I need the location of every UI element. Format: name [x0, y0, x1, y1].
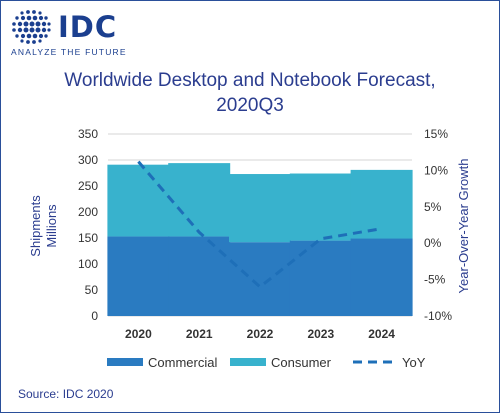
y-right-tick-label: 5%: [424, 200, 442, 214]
y-right-axis-label: Year-Over-Year Growth: [456, 159, 471, 294]
y-left-axis-label-line-2: Millions: [44, 204, 59, 248]
bar-commercial: [289, 240, 352, 316]
bars: [107, 163, 413, 316]
bar-consumer: [229, 174, 291, 243]
legend: Commercial Consumer YoY: [107, 355, 426, 370]
x-tick-label: 2021: [186, 327, 213, 341]
x-tick-label: 2022: [247, 327, 274, 341]
chart-title-line-2: 2020Q3: [216, 95, 284, 116]
bar-commercial: [350, 238, 413, 316]
chart-title-line-1: Worldwide Desktop and Notebook Forecast,: [64, 70, 436, 91]
y-right-tick-label: -5%: [424, 273, 446, 287]
legend-swatch-consumer: [230, 358, 266, 366]
yoy-line: [137, 160, 382, 289]
bar-commercial: [168, 236, 231, 316]
chart-title: Worldwide Desktop and Notebook Forecast,…: [0, 68, 500, 118]
source-note: Source: IDC 2020: [18, 387, 114, 401]
y-left-tick-label: 50: [85, 283, 99, 297]
bar-commercial: [107, 236, 170, 316]
globe-dots-icon: [12, 10, 51, 44]
y-left-tick-label: 100: [78, 257, 98, 271]
y-right-tick-label: 0%: [424, 236, 442, 250]
bar-consumer: [289, 173, 352, 241]
y-right-tick-label: -10%: [424, 309, 452, 323]
bar-commercial: [229, 242, 291, 316]
y-right-tick-label: 15%: [424, 127, 448, 141]
bar-consumer: [350, 169, 413, 239]
bar-consumer: [168, 163, 231, 237]
logo-tagline: ANALYZE THE FUTURE: [11, 47, 127, 57]
yoy-line-group: [137, 160, 382, 289]
legend-label-consumer: Consumer: [271, 355, 332, 370]
y-left-tick-label: 250: [78, 179, 98, 193]
y-left-tick-label: 150: [78, 231, 98, 245]
y-right-tick-label: 10%: [424, 163, 448, 177]
y-left-tick-label: 300: [78, 153, 98, 167]
legend-label-yoy: YoY: [402, 355, 426, 370]
y-left-tick-label: 350: [78, 127, 98, 141]
axes: 0 50 100 150 200 250 300 350 -10% -5% 0% 5% 10% 15% 20…: [78, 127, 452, 341]
y-left-axis-label-line-1: Shipments: [28, 195, 43, 257]
legend-swatch-commercial: [107, 358, 143, 366]
idc-logo: IDC ANALYZE THE FUTURE: [8, 8, 143, 58]
logo-brand: IDC: [58, 10, 118, 44]
y-left-tick-label: 200: [78, 205, 98, 219]
x-tick-label: 2024: [368, 327, 395, 341]
bar-consumer: [107, 164, 170, 237]
legend-label-commercial: Commercial: [148, 355, 217, 370]
x-tick-label: 2023: [307, 327, 334, 341]
y-left-tick-label: 0: [91, 309, 98, 323]
x-tick-label: 2020: [125, 327, 152, 341]
